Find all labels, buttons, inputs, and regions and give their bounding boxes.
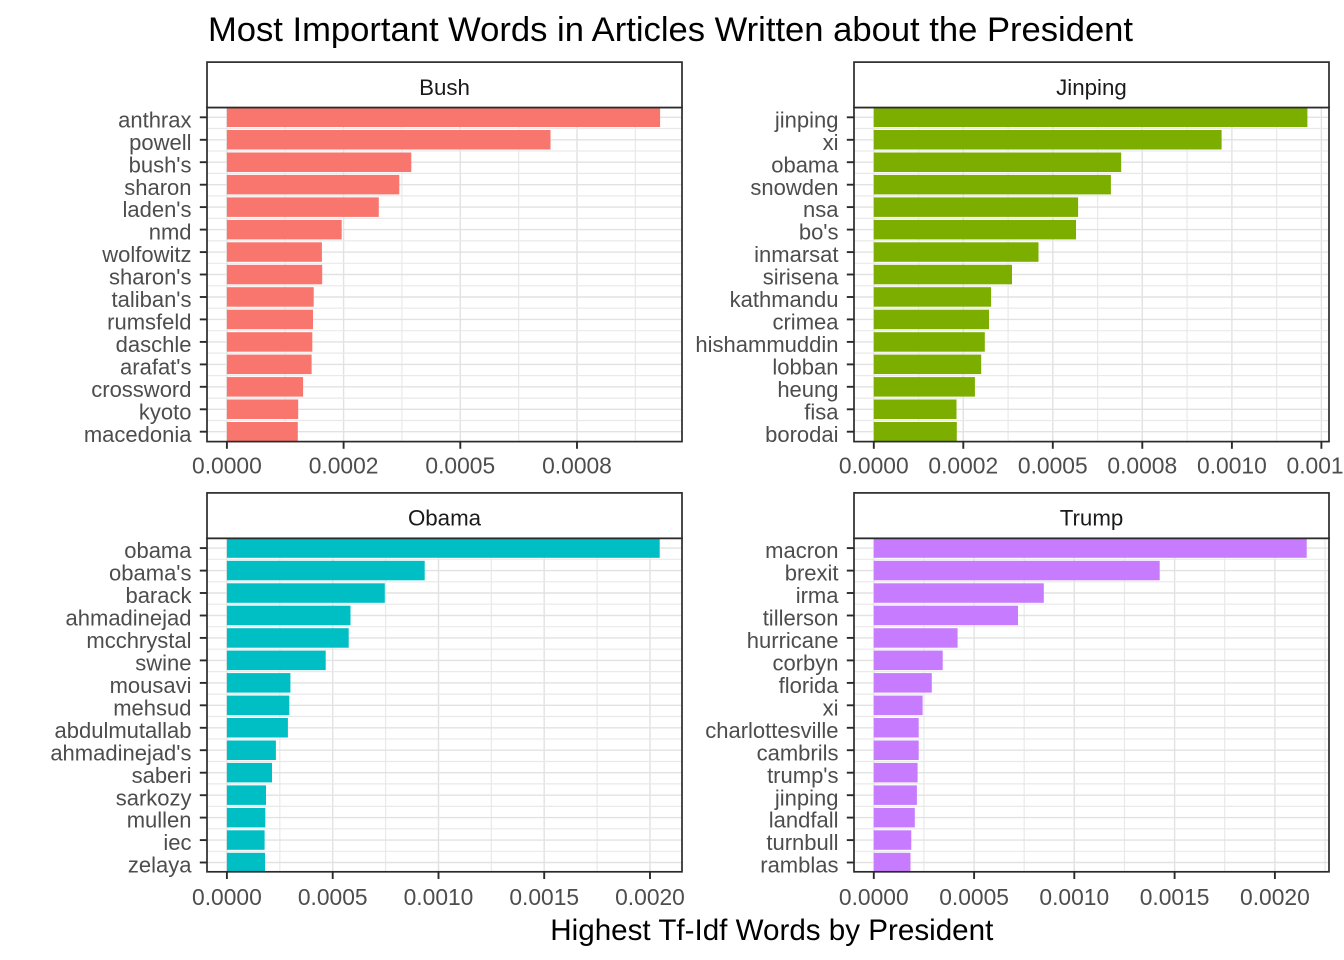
svg-text:mullen: mullen: [127, 808, 192, 833]
svg-text:0.0002: 0.0002: [309, 452, 379, 478]
svg-text:Trump: Trump: [1060, 506, 1124, 531]
svg-text:barack: barack: [125, 583, 192, 608]
svg-text:Jinping: Jinping: [1056, 75, 1127, 100]
svg-text:florida: florida: [779, 673, 840, 698]
svg-text:corbyn: corbyn: [772, 651, 838, 676]
svg-text:0.0015: 0.0015: [1140, 884, 1210, 910]
svg-text:0.0002: 0.0002: [928, 452, 998, 478]
svg-text:saberi: saberi: [132, 763, 192, 788]
svg-text:daschle: daschle: [116, 332, 192, 357]
svg-text:kathmandu: kathmandu: [730, 287, 839, 312]
svg-text:0.0020: 0.0020: [615, 884, 685, 910]
svg-text:obama's: obama's: [109, 561, 191, 586]
svg-text:0.0010: 0.0010: [1197, 452, 1267, 478]
svg-text:abdulmutallab: abdulmutallab: [55, 718, 192, 743]
svg-text:irma: irma: [796, 583, 840, 608]
svg-text:wolfowitz: wolfowitz: [101, 242, 191, 267]
svg-text:0.0005: 0.0005: [425, 452, 495, 478]
svg-text:powell: powell: [129, 130, 191, 155]
svg-text:anthrax: anthrax: [118, 107, 191, 132]
svg-text:fisa: fisa: [804, 399, 839, 424]
svg-text:crossword: crossword: [91, 377, 191, 402]
svg-text:0.0005: 0.0005: [298, 884, 368, 910]
svg-text:0.0005: 0.0005: [939, 884, 1009, 910]
svg-text:macedonia: macedonia: [84, 422, 192, 447]
svg-text:0.0008: 0.0008: [542, 452, 612, 478]
svg-text:nmd: nmd: [149, 220, 192, 245]
svg-text:Most Important Words in Articl: Most Important Words in Articles Written…: [208, 11, 1133, 49]
svg-text:ahmadinejad: ahmadinejad: [66, 606, 192, 631]
svg-text:iec: iec: [163, 830, 191, 855]
svg-text:mcchrystal: mcchrystal: [86, 628, 191, 653]
svg-text:0.0000: 0.0000: [839, 884, 909, 910]
svg-text:mehsud: mehsud: [113, 695, 191, 720]
svg-text:0.0010: 0.0010: [404, 884, 474, 910]
svg-text:brexit: brexit: [785, 561, 839, 586]
svg-text:obama: obama: [124, 538, 192, 563]
svg-text:obama: obama: [771, 152, 839, 177]
svg-text:tillerson: tillerson: [763, 606, 839, 631]
svg-text:inmarsat: inmarsat: [754, 242, 838, 267]
svg-text:0.0008: 0.0008: [1107, 452, 1177, 478]
svg-text:borodai: borodai: [765, 422, 838, 447]
svg-text:zelaya: zelaya: [128, 853, 192, 878]
svg-text:0.0020: 0.0020: [1240, 884, 1310, 910]
svg-text:0.0012: 0.0012: [1287, 452, 1344, 478]
svg-text:sirisena: sirisena: [763, 265, 840, 290]
svg-text:0.0005: 0.0005: [1018, 452, 1088, 478]
svg-text:turnbull: turnbull: [766, 830, 838, 855]
svg-text:0.0000: 0.0000: [839, 452, 909, 478]
svg-text:mousavi: mousavi: [110, 673, 192, 698]
svg-text:0.0015: 0.0015: [509, 884, 579, 910]
svg-text:heung: heung: [777, 377, 838, 402]
svg-text:xi: xi: [823, 130, 839, 155]
svg-text:Obama: Obama: [408, 506, 482, 531]
svg-text:0.0000: 0.0000: [192, 884, 262, 910]
svg-text:trump's: trump's: [767, 763, 838, 788]
svg-text:bo's: bo's: [799, 220, 839, 245]
svg-text:laden's: laden's: [122, 197, 191, 222]
svg-text:rumsfeld: rumsfeld: [107, 310, 191, 335]
svg-text:xi: xi: [823, 695, 839, 720]
svg-text:snowden: snowden: [750, 175, 838, 200]
svg-text:sharon's: sharon's: [109, 265, 191, 290]
svg-text:crimea: crimea: [772, 310, 839, 335]
svg-text:hishammuddin: hishammuddin: [695, 332, 838, 357]
svg-text:Bush: Bush: [419, 75, 470, 100]
svg-text:nsa: nsa: [803, 197, 839, 222]
svg-text:macron: macron: [765, 538, 838, 563]
svg-text:arafat's: arafat's: [120, 355, 191, 380]
svg-text:cambrils: cambrils: [757, 740, 839, 765]
svg-text:landfall: landfall: [769, 808, 839, 833]
svg-text:hurricane: hurricane: [747, 628, 839, 653]
svg-text:Highest Tf-Idf Words by Presid: Highest Tf-Idf Words by President: [550, 914, 993, 947]
svg-text:ahmadinejad's: ahmadinejad's: [50, 740, 191, 765]
svg-text:ramblas: ramblas: [760, 853, 838, 878]
svg-text:0.0000: 0.0000: [192, 452, 262, 478]
svg-text:0.0010: 0.0010: [1039, 884, 1109, 910]
svg-text:kyoto: kyoto: [139, 399, 192, 424]
svg-text:lobban: lobban: [772, 355, 838, 380]
svg-text:sharon: sharon: [124, 175, 191, 200]
svg-text:jinping: jinping: [774, 107, 839, 132]
svg-text:swine: swine: [135, 651, 191, 676]
svg-text:jinping: jinping: [774, 785, 839, 810]
svg-text:bush's: bush's: [129, 152, 192, 177]
svg-text:charlottesville: charlottesville: [705, 718, 838, 743]
svg-text:taliban's: taliban's: [111, 287, 191, 312]
svg-text:sarkozy: sarkozy: [116, 785, 192, 810]
